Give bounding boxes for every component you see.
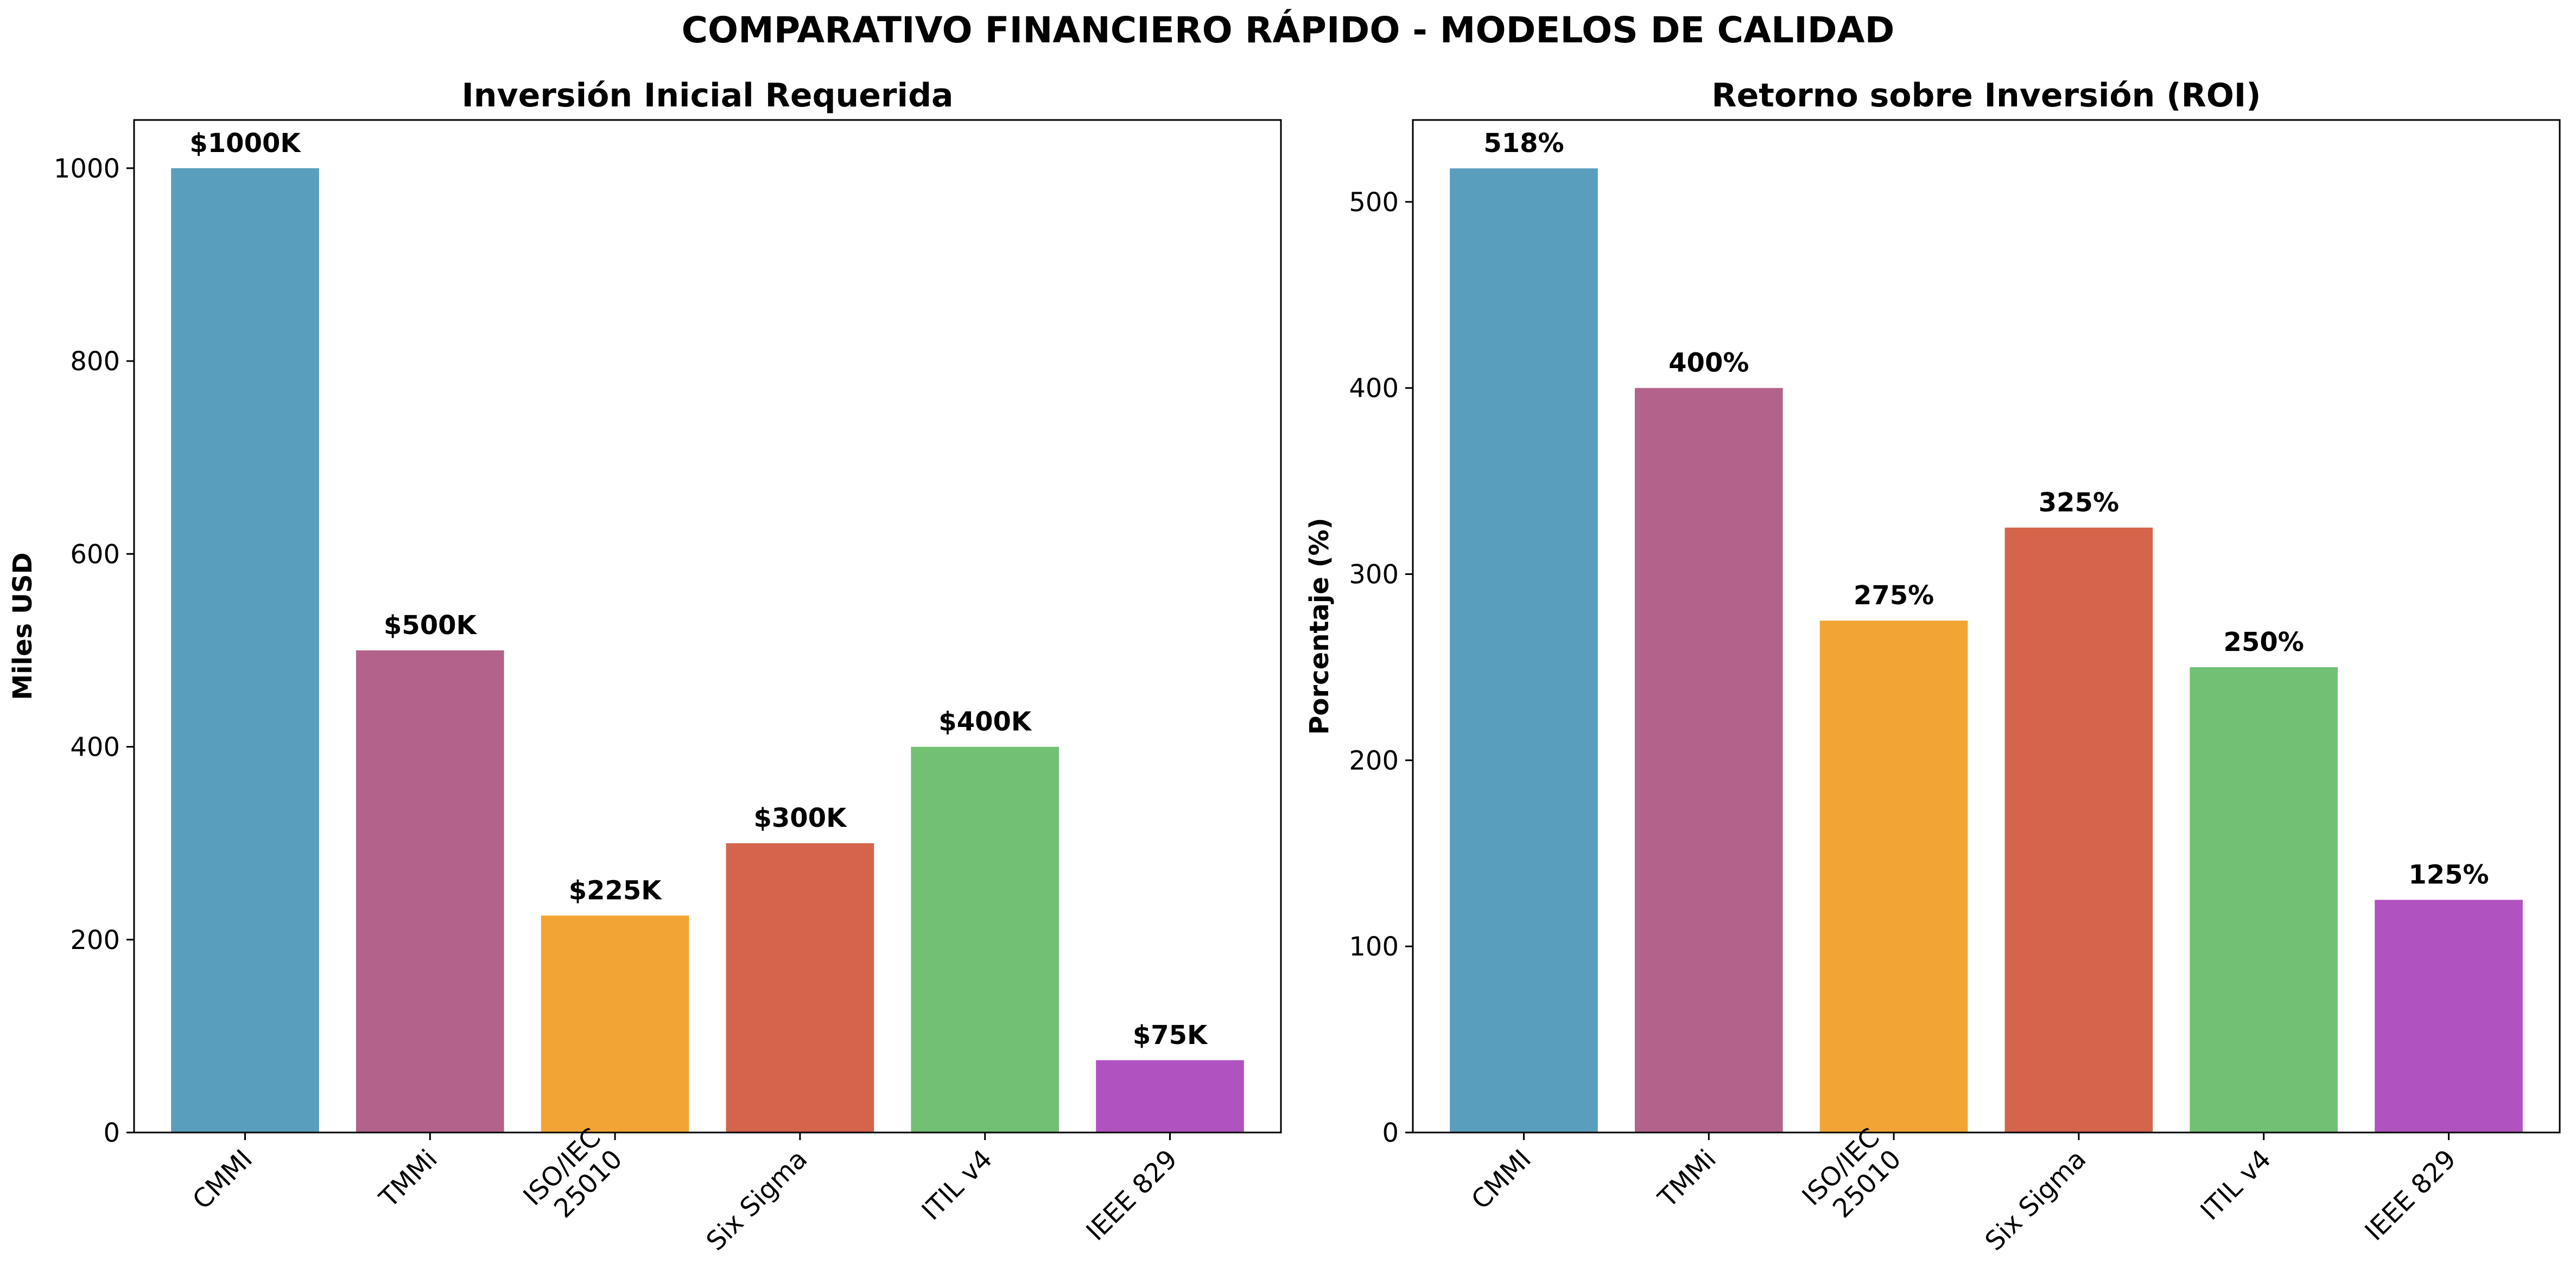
- bar: [1096, 1060, 1244, 1133]
- bar: [2004, 527, 2153, 1133]
- y-tick-label: 0: [1382, 1118, 1399, 1148]
- bar: [356, 650, 504, 1133]
- y-tick-label: 800: [70, 346, 120, 377]
- bar: [1819, 621, 1968, 1133]
- y-axis-label: Miles USD: [8, 553, 38, 700]
- bar-value-label: $1000K: [189, 128, 301, 159]
- bar-value-label: $400K: [938, 707, 1032, 737]
- bar-value-label: $500K: [384, 610, 478, 641]
- figure-suptitle: COMPARATIVO FINANCIERO RÁPIDO - MODELOS …: [682, 9, 1895, 51]
- bar-value-label: 125%: [2408, 859, 2489, 890]
- bar-value-label: 325%: [2039, 488, 2119, 518]
- y-tick-label: 600: [70, 539, 120, 570]
- bar: [541, 915, 689, 1133]
- y-tick-label: 0: [103, 1118, 120, 1148]
- y-axis-label: Porcentaje (%): [1304, 517, 1335, 735]
- y-tick-label: 500: [1349, 187, 1399, 218]
- bar: [1450, 168, 1598, 1133]
- y-tick-label: 200: [70, 925, 120, 956]
- bar-value-label: 518%: [1483, 128, 1564, 159]
- y-tick-label: 300: [1349, 560, 1399, 590]
- bar: [171, 168, 319, 1133]
- investment-chart: Inversión Inicial Requerida $1000K $500K $2…: [8, 77, 1282, 1257]
- chart-title: Inversión Inicial Requerida: [461, 77, 953, 115]
- bar: [2190, 667, 2338, 1133]
- plot-frame: [1412, 119, 2561, 1134]
- bar-value-label: $300K: [754, 803, 848, 833]
- bar-value-label: $75K: [1133, 1020, 1208, 1051]
- y-tick-label: 400: [1349, 374, 1399, 404]
- bar-value-label: 250%: [2224, 627, 2304, 657]
- bar: [911, 746, 1059, 1133]
- plot-frame: [133, 119, 1282, 1134]
- y-tick-label: 400: [70, 732, 120, 763]
- chart-title: Retorno sobre Inversión (ROI): [1711, 77, 2261, 115]
- bar: [2375, 900, 2523, 1133]
- roi-chart: Retorno sobre Inversión (ROI) 518% 400% 275…: [1304, 77, 2561, 1257]
- bar-value-label: 400%: [1668, 348, 1749, 378]
- bar: [1634, 388, 1783, 1133]
- bar: [726, 843, 874, 1133]
- y-tick-label: 100: [1349, 932, 1399, 962]
- bar-value-label: 275%: [1854, 580, 1934, 611]
- y-tick-label: 200: [1349, 745, 1399, 776]
- y-tick-label: 1000: [54, 154, 120, 184]
- bar-value-label: $225K: [569, 875, 663, 906]
